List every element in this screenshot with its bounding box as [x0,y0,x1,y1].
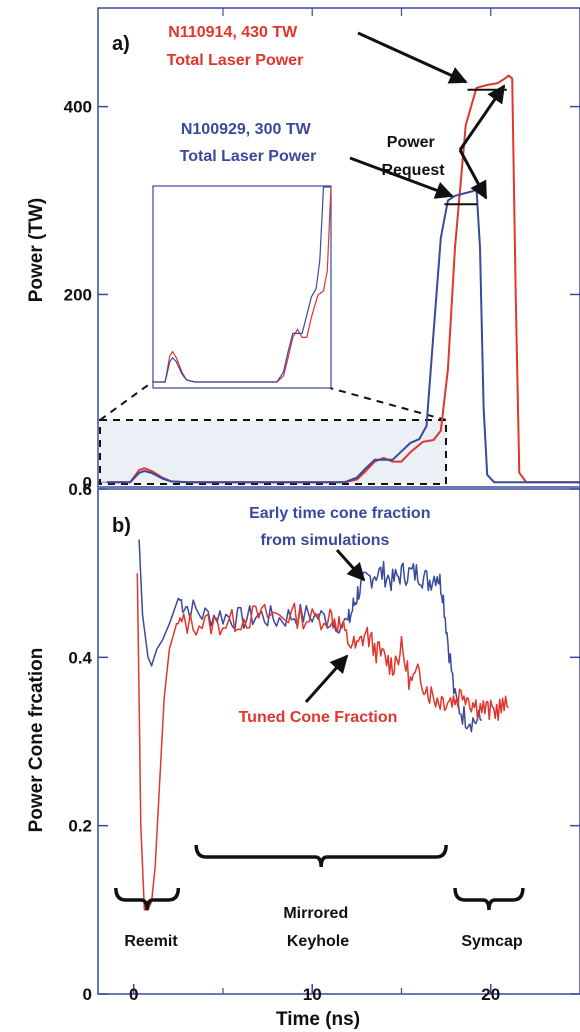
arrow-request-upper [458,84,506,151]
panel-b-x-tick-label: 0 [129,985,138,1004]
panel-b-label: b) [112,515,131,537]
annotation-n100929: N100929, 300 TW Total Laser Power [180,121,317,165]
panel-b-x-tick-labels: 0 10 20 [129,985,500,1004]
inset-series [153,186,332,383]
arrow-tuned-cone [304,654,349,703]
panel-b-y-tick-label: 0 [83,985,92,1004]
panel-b-y-tick-label: 0.6 [68,480,92,499]
panel-b-y-tick-label: 0.2 [68,817,92,836]
annotation-tuned-cone: Tuned Cone Fraction [239,709,398,726]
inset-plot [152,185,332,389]
region-label-symcap: Symcap [461,933,523,950]
region-label-mirrored-keyhole: Mirrored Keyhole [283,905,352,950]
arrow-n110914 [357,31,468,84]
arrow-n100929 [349,156,454,199]
zoom-region-box [99,419,447,485]
arrow-early-time [335,548,366,582]
arrow-request-lower [458,149,488,200]
zoom-connector-left [99,379,156,421]
panel-a-y-axis-label: Power (TW) [26,198,47,303]
inset-series-n100929 [153,186,331,383]
panel-a-y-tick-label: 200 [64,285,92,304]
panel-b-x-tick-label: 10 [303,985,322,1004]
region-brace [114,887,181,911]
x-axis-label: Time (ns) [276,1009,360,1030]
annotation-early-time: Early time cone fraction from simulation… [249,505,435,549]
region-braces [114,844,525,911]
panel-b-x-ticks [132,984,492,994]
panel-a-y-tick-labels: 0 200 400 [64,98,92,493]
panel-a-frame [97,7,580,488]
panel-b: 0 0.2 0.4 0.6 0 10 20 Power Cone frcation Tim… [26,480,580,1030]
panel-b-y-tick-label: 0.4 [68,648,92,667]
panel-a-y-tick-label: 0 [83,473,92,492]
panel-a-y-tick-label: 400 [64,98,92,117]
panel-b-y-ticks [98,488,580,995]
inset-frame [152,185,332,389]
panel-b-y-tick-labels: 0 0.2 0.4 0.6 [68,480,92,1004]
panel-b-frame [97,488,580,995]
panel-b-x-tick-label: 20 [481,985,500,1004]
panel-b-series [136,539,510,911]
series-early-time-cone [138,539,483,733]
panel-a: 0 200 400 Power (TW) a) N110914, 430 TW To… [26,7,580,493]
region-label-reemit: Reemit [124,933,178,950]
annotation-n110914: N110914, 430 TW Total Laser Power [167,24,304,69]
panel-a-label: a) [112,33,130,55]
region-brace [194,844,448,868]
region-brace [453,887,525,911]
series-tuned-cone [136,573,510,911]
panel-b-y-axis-label: Power Cone frcation [26,648,47,833]
